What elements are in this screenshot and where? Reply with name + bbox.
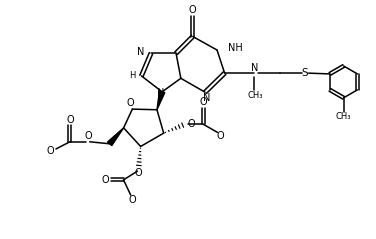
Text: O: O xyxy=(200,98,207,108)
Text: CH₃: CH₃ xyxy=(336,112,351,121)
Polygon shape xyxy=(108,128,124,146)
Text: O: O xyxy=(188,119,196,129)
Text: O: O xyxy=(135,168,142,178)
Text: N: N xyxy=(203,93,211,103)
Text: NH: NH xyxy=(228,43,243,53)
Text: N: N xyxy=(137,47,144,57)
Text: O: O xyxy=(84,131,92,141)
Text: S: S xyxy=(302,68,308,78)
Text: O: O xyxy=(189,5,197,15)
Text: N: N xyxy=(157,88,164,98)
Text: O: O xyxy=(66,115,74,125)
Polygon shape xyxy=(157,91,165,110)
Text: H: H xyxy=(129,71,135,80)
Text: O: O xyxy=(217,131,224,141)
Text: N: N xyxy=(251,63,258,73)
Text: O: O xyxy=(102,175,109,185)
Text: CH₃: CH₃ xyxy=(247,91,262,100)
Text: O: O xyxy=(129,195,136,205)
Text: O: O xyxy=(47,146,54,156)
Text: O: O xyxy=(127,98,135,108)
